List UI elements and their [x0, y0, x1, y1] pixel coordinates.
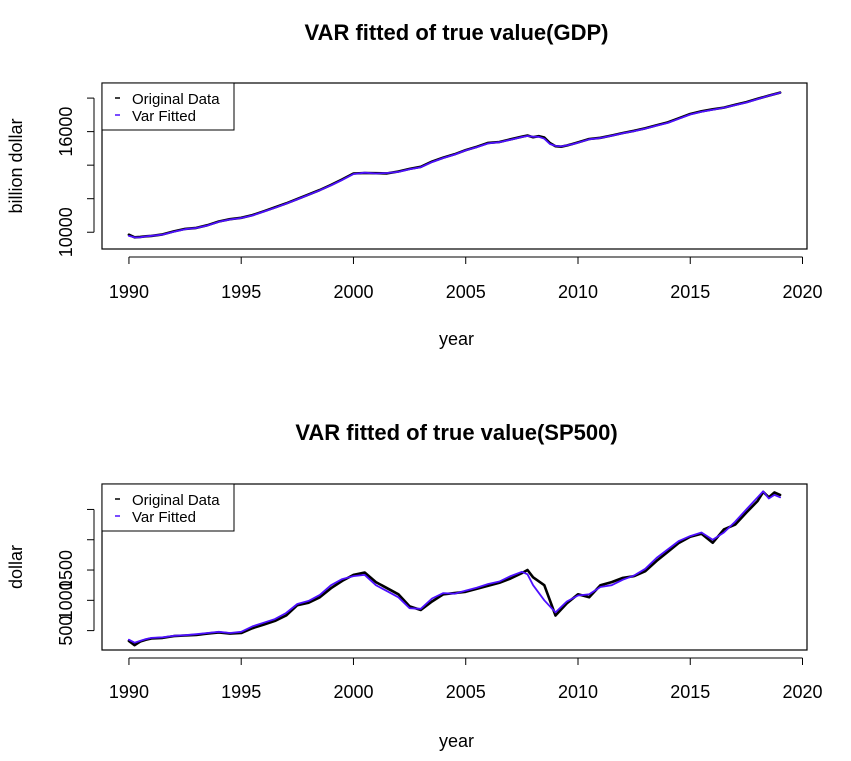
x-tick-label: 2015 [670, 282, 710, 302]
series-group [127, 91, 782, 239]
y-tick-label: 1000 [56, 580, 76, 620]
legend-box [101, 82, 235, 131]
legend-entry: Original Data [132, 91, 220, 108]
x-tick-label: 2005 [446, 682, 486, 702]
legend-entry: Var Fitted [132, 509, 196, 526]
x-tick-label: 2020 [782, 682, 822, 702]
plot-frame [101, 82, 808, 250]
series-group [127, 490, 782, 647]
x-tick-label: 2020 [782, 282, 822, 302]
chart-panel-1: VAR fitted of true value(GDP) 1990 1995 200… [6, 20, 823, 349]
x-tick-label: 1995 [221, 682, 261, 702]
x-tick-label: 2000 [333, 282, 373, 302]
y-tick-label: 10000 [56, 207, 76, 257]
chart-panel-2: VAR fitted of true value(SP500) 1990 1995 2… [6, 420, 823, 751]
x-axis-label: year [439, 329, 474, 349]
x-tick-label: 2015 [670, 682, 710, 702]
legend-entry: Original Data [132, 492, 220, 509]
x-tick-label: 1990 [109, 282, 149, 302]
x-tick-label: 2005 [446, 282, 486, 302]
series-line-var-fitted [127, 490, 781, 644]
y-axis-label: billion dollar [6, 118, 26, 213]
series-line-var-fitted [127, 91, 781, 239]
x-tick-label: 2010 [558, 282, 598, 302]
x-tick-label: 1990 [109, 682, 149, 702]
x-tick-label: 1995 [221, 282, 261, 302]
x-tick-label: 2010 [558, 682, 598, 702]
legend-entry: Var Fitted [132, 108, 196, 125]
chart-title: VAR fitted of true value(GDP) [305, 20, 609, 45]
y-tick-label: 16000 [56, 107, 76, 157]
legend-box [101, 483, 235, 532]
plot-frame [101, 483, 808, 651]
y-tick-label: 500 [56, 616, 76, 646]
x-tick-label: 2000 [333, 682, 373, 702]
chart-title: VAR fitted of true value(SP500) [295, 420, 617, 445]
y-tick-label: 1500 [56, 550, 76, 590]
y-axis-label: dollar [6, 545, 26, 589]
x-axis-label: year [439, 731, 474, 751]
